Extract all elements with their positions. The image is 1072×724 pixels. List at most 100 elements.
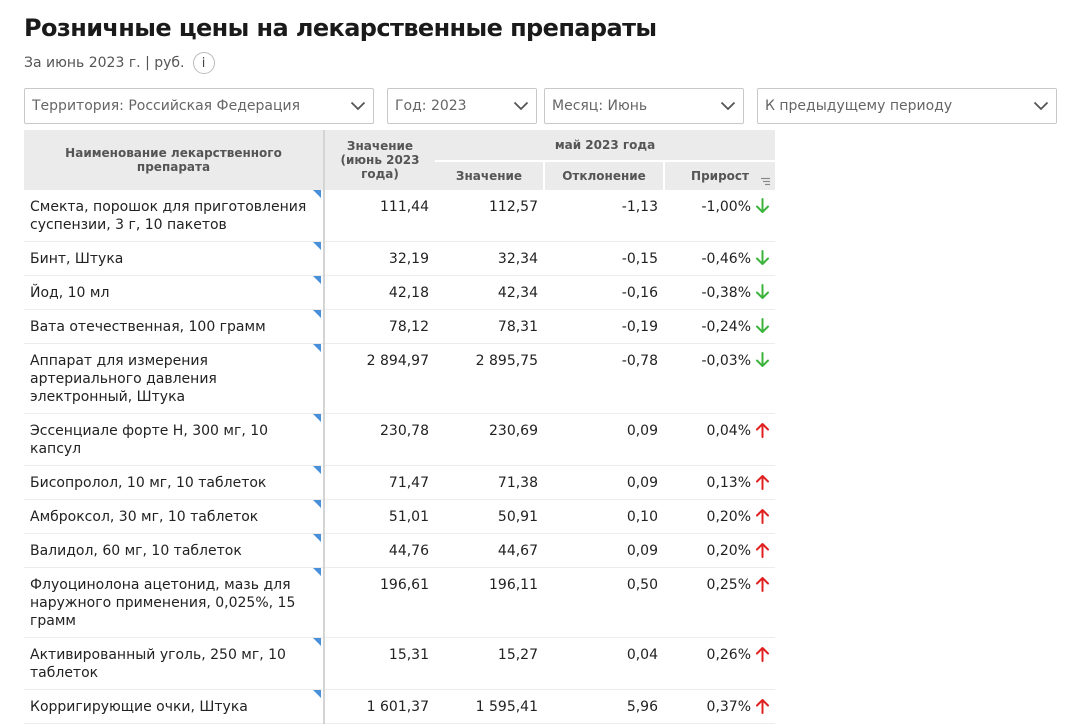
cell-deviation-text: -0,16 — [621, 285, 658, 301]
cell-growth: -0,46% — [664, 241, 776, 276]
column-header-prev-value[interactable]: Значение — [435, 161, 544, 190]
cell-name: Активированный уголь, 250 мг, 10 таблето… — [24, 637, 324, 690]
comment-marker-icon[interactable] — [313, 190, 321, 198]
cell-growth: 0,20% — [664, 533, 776, 568]
territory-select[interactable]: Территория: Российская Федерация — [24, 88, 374, 124]
year-select-label: Год: 2023 — [395, 98, 467, 114]
comment-marker-icon[interactable] — [313, 500, 321, 508]
cell-name: Бисопролол, 10 мг, 10 таблеток — [24, 465, 324, 500]
comment-marker-icon[interactable] — [313, 534, 321, 542]
cell-deviation-text: 5,96 — [626, 699, 658, 715]
cell-prev-value: 112,57 — [435, 190, 544, 242]
comment-marker-icon[interactable] — [313, 344, 321, 352]
cell-prev-value-text: 196,11 — [489, 577, 538, 593]
table-row[interactable]: Аппарат для измерения артериального давл… — [24, 343, 776, 414]
cell-value-text: 1 601,37 — [366, 699, 429, 715]
cell-prev-value: 71,38 — [435, 465, 544, 500]
cell-deviation: 0,09 — [544, 533, 664, 568]
comparison-select[interactable]: К предыдущему периоду — [757, 88, 1057, 124]
cell-name: Йод, 10 мл — [24, 275, 324, 310]
cell-value-text: 230,78 — [380, 423, 429, 439]
table-row[interactable]: Бинт, Штука 32,19 32,34 -0,15 -0,46% — [24, 241, 776, 276]
cell-deviation-text: -0,19 — [621, 319, 658, 335]
comment-marker-icon[interactable] — [313, 638, 321, 646]
table-row[interactable]: Эссенциале форте Н, 300 мг, 10 капсул 230… — [24, 413, 776, 466]
info-icon[interactable]: i — [192, 52, 215, 74]
cell-name: Амброксол, 30 мг, 10 таблеток — [24, 499, 324, 534]
cell-growth-text: 0,37% — [706, 699, 752, 715]
arrow-up-icon — [756, 509, 770, 524]
comment-marker-icon[interactable] — [313, 568, 321, 576]
cell-name-text: Корригирующие очки, Штука — [30, 699, 248, 715]
comment-marker-icon[interactable] — [313, 466, 321, 474]
table-row[interactable]: Активированный уголь, 250 мг, 10 таблето… — [24, 637, 776, 690]
column-header-value[interactable]: Значение (июнь 2023 года) — [323, 130, 435, 190]
cell-prev-value: 196,11 — [435, 567, 544, 638]
column-header-name[interactable]: Наименование лекарственного препарата — [24, 130, 324, 190]
comment-marker-icon[interactable] — [313, 276, 321, 284]
table-row[interactable]: Корригирующие очки, Штука 1 601,37 1 595,4… — [24, 689, 776, 724]
table-row[interactable]: Валидол, 60 мг, 10 таблеток 44,76 44,67 0,0… — [24, 533, 776, 568]
cell-growth-text: -0,38% — [701, 285, 752, 301]
comparison-select-label: К предыдущему периоду — [765, 98, 953, 114]
cell-value-text: 2 894,97 — [366, 353, 429, 369]
cell-growth-text: -0,46% — [701, 251, 752, 267]
month-select[interactable]: Месяц: Июнь — [544, 88, 744, 124]
chevron-down-icon — [720, 101, 736, 111]
cell-name-text: Бинт, Штука — [30, 251, 124, 267]
cell-value: 32,19 — [323, 241, 435, 276]
cell-growth-text: 0,20% — [706, 543, 752, 559]
cell-value: 78,12 — [323, 309, 435, 344]
column-header-deviation[interactable]: Отклонение — [543, 161, 664, 190]
cell-deviation: 0,09 — [544, 465, 664, 500]
prices-table-container: Наименование лекарственного препарата Зн… — [24, 130, 776, 724]
cell-deviation-text: -1,13 — [621, 199, 658, 215]
cell-name: Вата отечественная, 100 грамм — [24, 309, 324, 344]
cell-name-text: Бисопролол, 10 мг, 10 таблеток — [30, 475, 267, 491]
cell-value: 71,47 — [323, 465, 435, 500]
arrow-up-icon — [756, 423, 770, 438]
cell-value: 230,78 — [323, 413, 435, 466]
cell-deviation-text: 0,09 — [626, 543, 658, 559]
cell-deviation: 0,50 — [544, 567, 664, 638]
comment-marker-icon[interactable] — [313, 414, 321, 422]
table-row[interactable]: Вата отечественная, 100 грамм 78,12 78,31 -… — [24, 309, 776, 344]
arrow-down-icon — [756, 250, 770, 265]
cell-name: Смекта, порошок для приготовления суспен… — [24, 190, 324, 242]
cell-name: Бинт, Штука — [24, 241, 324, 276]
cell-name-text: Валидол, 60 мг, 10 таблеток — [30, 543, 242, 559]
arrow-up-icon — [756, 475, 770, 490]
cell-growth: 0,25% — [664, 567, 776, 638]
sort-icon[interactable] — [760, 177, 771, 186]
cell-deviation: 0,09 — [544, 413, 664, 466]
month-select-label: Месяц: Июнь — [552, 98, 648, 114]
comment-marker-icon[interactable] — [313, 242, 321, 250]
table-row[interactable]: Смекта, порошок для приготовления суспен… — [24, 190, 776, 242]
table-row[interactable]: Йод, 10 мл 42,18 42,34 -0,16 -0,38% — [24, 275, 776, 310]
cell-value: 42,18 — [323, 275, 435, 310]
cell-value-text: 196,61 — [380, 577, 429, 593]
table-row[interactable]: Амброксол, 30 мг, 10 таблеток 51,01 50,91 0… — [24, 499, 776, 534]
cell-name: Эссенциале форте Н, 300 мг, 10 капсул — [24, 413, 324, 466]
comment-marker-icon[interactable] — [313, 310, 321, 318]
table-row[interactable]: Флуоцинолона ацетонид, мазь для наружног… — [24, 567, 776, 638]
cell-value-text: 78,12 — [388, 319, 429, 335]
cell-prev-value: 15,27 — [435, 637, 544, 690]
cell-value-text: 32,19 — [388, 251, 429, 267]
cell-growth: -1,00% — [664, 190, 776, 242]
cell-prev-value-text: 2 895,75 — [475, 353, 538, 369]
cell-name-text: Флуоцинолона ацетонид, мазь для наружног… — [30, 577, 296, 629]
year-select[interactable]: Год: 2023 — [387, 88, 537, 124]
cell-growth-text: 0,20% — [706, 509, 752, 525]
arrow-down-icon — [756, 198, 770, 213]
comment-marker-icon[interactable] — [313, 690, 321, 698]
cell-deviation-text: -0,78 — [621, 353, 658, 369]
table-body: Смекта, порошок для приготовления суспен… — [24, 190, 776, 724]
table-row[interactable]: Бисопролол, 10 мг, 10 таблеток 71,47 71,38… — [24, 465, 776, 500]
cell-growth-text: -1,00% — [701, 199, 752, 215]
chevron-down-icon — [1033, 101, 1049, 111]
cell-value: 44,76 — [323, 533, 435, 568]
column-header-growth[interactable]: Прирост — [662, 161, 776, 190]
column-group-header-may: май 2023 года — [435, 130, 776, 162]
arrow-down-icon — [756, 352, 770, 367]
